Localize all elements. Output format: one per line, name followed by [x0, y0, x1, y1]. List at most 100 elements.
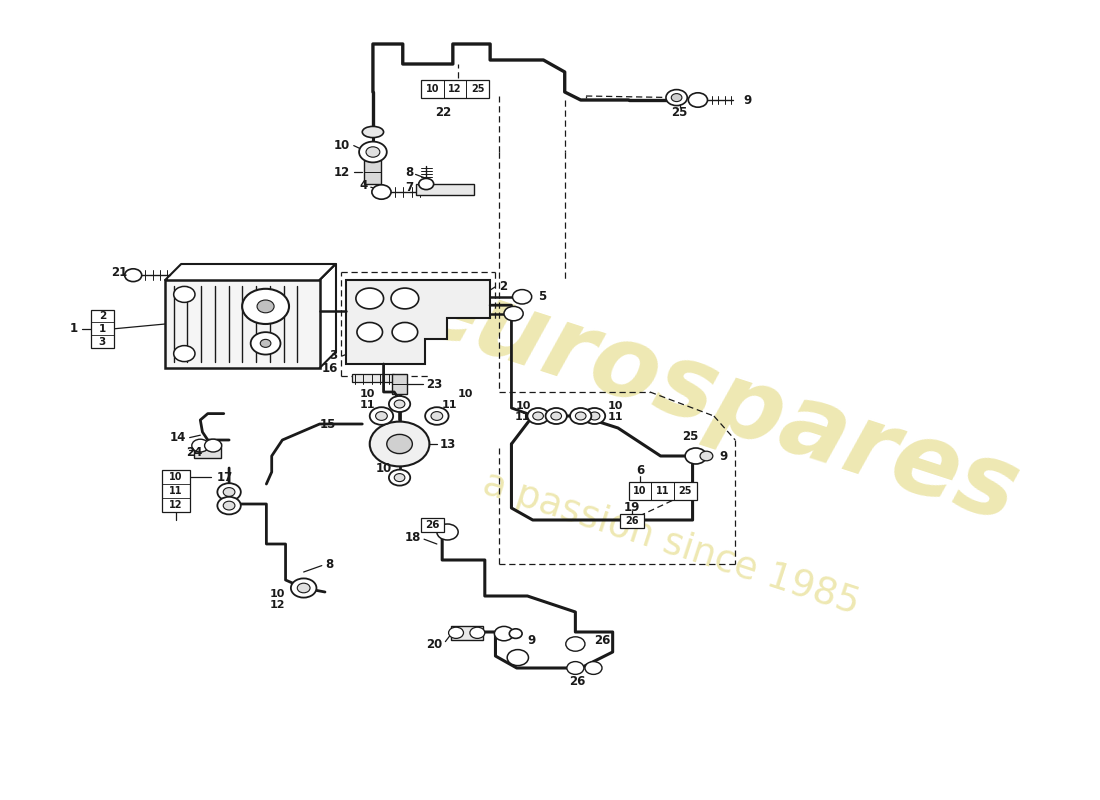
Circle shape	[590, 412, 600, 420]
Circle shape	[394, 474, 405, 482]
Bar	[90, 310, 114, 348]
Text: 5: 5	[538, 290, 547, 303]
Circle shape	[685, 448, 706, 464]
Ellipse shape	[362, 126, 384, 138]
Bar	[628, 482, 696, 500]
Bar	[162, 470, 189, 512]
Polygon shape	[346, 280, 491, 364]
Circle shape	[431, 411, 442, 421]
Circle shape	[689, 93, 707, 107]
Circle shape	[356, 322, 383, 342]
Circle shape	[389, 470, 410, 486]
Text: 1: 1	[99, 324, 106, 334]
Text: 22: 22	[436, 106, 452, 118]
Text: 26: 26	[595, 634, 610, 646]
Circle shape	[575, 412, 586, 420]
Text: 19: 19	[624, 502, 640, 514]
Bar	[451, 626, 483, 640]
Text: 17: 17	[217, 471, 232, 484]
Circle shape	[218, 483, 241, 501]
Circle shape	[470, 627, 485, 638]
Circle shape	[370, 422, 429, 466]
Circle shape	[551, 412, 561, 420]
Text: 3: 3	[99, 337, 106, 346]
Circle shape	[666, 90, 688, 106]
Text: 13: 13	[440, 438, 456, 450]
Circle shape	[394, 400, 405, 408]
Circle shape	[366, 146, 379, 157]
Bar	[620, 514, 644, 528]
Circle shape	[437, 524, 459, 540]
Text: 25: 25	[682, 430, 698, 442]
Bar	[352, 374, 394, 382]
Circle shape	[546, 408, 566, 424]
Circle shape	[174, 286, 195, 302]
Text: 11: 11	[515, 412, 530, 422]
Text: 10: 10	[426, 84, 439, 94]
Circle shape	[584, 408, 605, 424]
Circle shape	[174, 346, 195, 362]
Circle shape	[570, 408, 592, 424]
Text: 15: 15	[319, 418, 336, 430]
Circle shape	[671, 94, 682, 102]
Text: 11: 11	[607, 412, 623, 422]
Circle shape	[223, 501, 235, 510]
Text: 10: 10	[333, 139, 350, 152]
Circle shape	[527, 408, 549, 424]
Text: 4: 4	[360, 179, 367, 192]
Circle shape	[532, 412, 543, 420]
Circle shape	[419, 178, 433, 190]
Circle shape	[359, 142, 387, 162]
Circle shape	[242, 289, 289, 324]
Text: 8: 8	[405, 166, 414, 178]
Circle shape	[425, 407, 449, 425]
Circle shape	[387, 434, 412, 454]
Text: 10: 10	[169, 472, 183, 482]
Text: 2: 2	[498, 280, 507, 294]
Text: 12: 12	[169, 500, 183, 510]
Bar	[165, 280, 320, 368]
Circle shape	[257, 300, 274, 313]
Text: 20: 20	[426, 638, 442, 650]
Bar	[416, 184, 474, 195]
Circle shape	[509, 629, 522, 638]
Text: 21: 21	[111, 266, 128, 278]
Text: 7: 7	[405, 181, 414, 194]
Circle shape	[507, 650, 528, 666]
Text: 24: 24	[187, 446, 202, 458]
Text: 9: 9	[744, 94, 752, 106]
Circle shape	[392, 322, 418, 342]
Text: 25: 25	[471, 84, 484, 94]
Text: 26: 26	[570, 675, 585, 688]
Circle shape	[372, 185, 390, 199]
Bar	[421, 80, 490, 98]
Text: 11: 11	[442, 400, 458, 410]
Circle shape	[449, 627, 463, 638]
Circle shape	[585, 662, 602, 674]
Text: 11: 11	[656, 486, 670, 496]
Text: 12: 12	[271, 600, 286, 610]
Text: 26: 26	[625, 516, 639, 526]
Circle shape	[375, 411, 387, 421]
Circle shape	[390, 288, 419, 309]
Text: 9: 9	[719, 450, 727, 462]
Text: 23: 23	[426, 378, 442, 390]
Circle shape	[504, 306, 524, 321]
Text: 12: 12	[333, 166, 350, 178]
Text: 1: 1	[69, 322, 78, 335]
Circle shape	[223, 488, 235, 496]
Text: 10: 10	[607, 401, 623, 410]
Text: 25: 25	[679, 486, 692, 496]
Text: 9: 9	[527, 634, 536, 646]
Text: 26: 26	[426, 520, 440, 530]
Circle shape	[290, 578, 317, 598]
Text: 18: 18	[405, 531, 421, 544]
Text: 10: 10	[271, 589, 286, 598]
Circle shape	[205, 439, 221, 452]
Text: 11: 11	[360, 400, 375, 410]
Text: 2: 2	[99, 311, 106, 321]
Text: 3: 3	[330, 350, 338, 362]
Text: 12: 12	[448, 84, 462, 94]
Bar	[364, 160, 382, 184]
Circle shape	[389, 396, 410, 412]
